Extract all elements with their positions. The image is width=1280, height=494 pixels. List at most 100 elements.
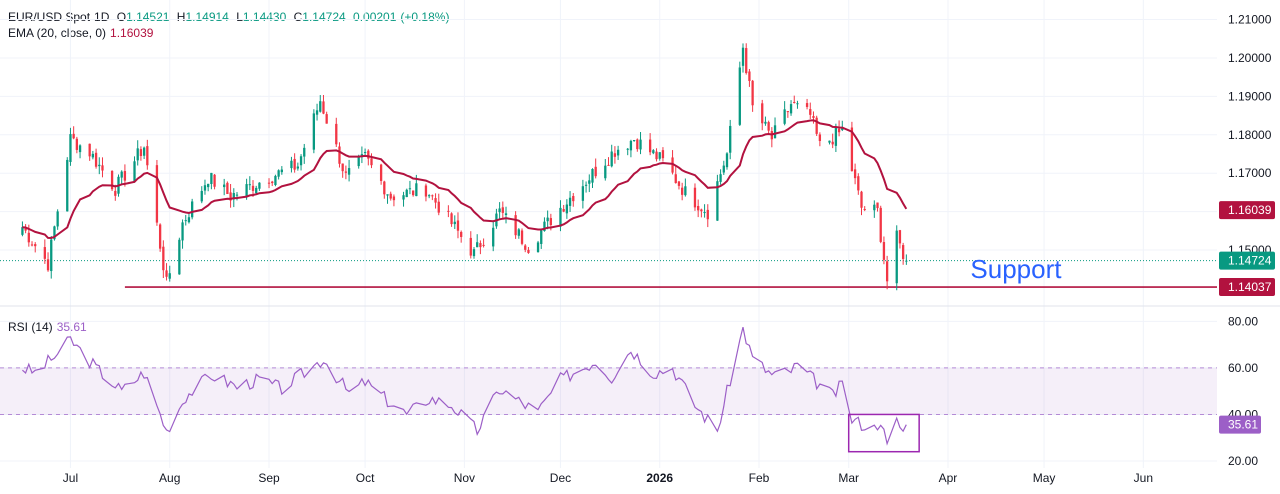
candle-body xyxy=(315,110,319,115)
candle-body xyxy=(191,201,194,218)
candle-body xyxy=(741,47,745,66)
candle-body xyxy=(72,133,75,139)
candle-body xyxy=(114,190,117,196)
candle-body xyxy=(203,185,207,191)
candle-body xyxy=(831,141,834,145)
candle-body xyxy=(492,227,495,247)
rsi-tick-label: 20.00 xyxy=(1228,454,1258,468)
candle-body xyxy=(383,181,386,195)
candle-body xyxy=(501,207,504,213)
candle-body xyxy=(415,183,418,197)
candle-body xyxy=(815,117,818,134)
candle-body xyxy=(271,181,274,184)
low-label: L xyxy=(236,10,243,24)
candle-body xyxy=(290,160,293,169)
change-value: 0.00201 xyxy=(353,10,397,24)
candle-body xyxy=(658,152,661,159)
candle-body xyxy=(520,230,524,244)
candle-body xyxy=(863,209,866,211)
candle-body xyxy=(251,185,255,191)
candle-body xyxy=(901,245,905,259)
price-tick-label: 1.21000 xyxy=(1228,13,1272,27)
candle-body xyxy=(447,210,450,212)
candle-body xyxy=(472,249,476,257)
candle-body xyxy=(697,205,700,211)
ema-label: EMA (20, close, 0) xyxy=(8,26,107,40)
candle-body xyxy=(789,104,793,114)
candle-body xyxy=(536,242,540,253)
candle-body xyxy=(120,171,123,178)
candle-body xyxy=(568,197,572,206)
support-annotation: Support xyxy=(970,254,1062,284)
time-tick-label: Aug xyxy=(159,471,180,485)
rsi-label: RSI (14) xyxy=(8,320,53,334)
candle-body xyxy=(879,207,882,242)
rsi-tick-label: 80.00 xyxy=(1228,314,1258,328)
candle-body xyxy=(142,147,146,156)
time-tick-label: Dec xyxy=(550,471,571,485)
price-tick-label: 1.19000 xyxy=(1228,89,1272,103)
candle-body xyxy=(389,193,392,199)
candle-body xyxy=(549,218,553,226)
candle-body xyxy=(165,270,168,277)
candle-body xyxy=(885,261,889,282)
candle-body xyxy=(895,230,898,284)
candle-body xyxy=(796,103,799,105)
change-percent: (+0.18%) xyxy=(400,10,450,24)
candle-body xyxy=(681,187,684,195)
candle-body xyxy=(408,188,412,190)
candle-body xyxy=(427,195,431,197)
candle-body xyxy=(367,150,370,159)
price-tick-label: 1.18000 xyxy=(1228,128,1272,142)
candle-body xyxy=(453,221,456,225)
candle-body xyxy=(424,185,428,197)
candle-body xyxy=(27,232,30,243)
candle-body xyxy=(226,182,229,194)
candle-body xyxy=(873,204,876,211)
candle-body xyxy=(200,190,203,202)
candle-body xyxy=(46,259,50,271)
candle-body xyxy=(267,182,271,184)
candle-body xyxy=(562,209,565,212)
rsi-legend: RSI (14) 35.61 xyxy=(8,320,91,334)
candle-body xyxy=(517,229,520,236)
candle-body xyxy=(524,245,527,250)
candle-body xyxy=(469,237,472,256)
candle-body xyxy=(325,114,328,124)
time-tick-label: Oct xyxy=(356,471,375,485)
candle-body xyxy=(88,143,91,157)
candle-body xyxy=(338,146,341,164)
candle-body xyxy=(34,244,37,247)
candle-body xyxy=(722,165,725,173)
candle-body xyxy=(434,198,437,203)
candle-body xyxy=(229,192,232,201)
candle-body xyxy=(767,122,770,131)
time-tick-label: 2026 xyxy=(646,471,673,485)
candle-body xyxy=(604,165,607,179)
price-legend: EUR/USD Spot 1D O1.14521 H1.14914 L1.1443… xyxy=(8,10,453,24)
candle-body xyxy=(504,213,508,215)
candle-body xyxy=(661,150,665,159)
candle-body xyxy=(21,227,24,235)
candle-body xyxy=(818,134,822,141)
time-tick-label: Jul xyxy=(63,471,78,485)
candle-body xyxy=(24,228,27,231)
candle-body xyxy=(719,174,722,182)
candle-body xyxy=(543,221,546,232)
candle-body xyxy=(581,186,585,201)
time-tick-label: Mar xyxy=(838,471,859,485)
candle-body xyxy=(347,168,351,175)
candle-body xyxy=(828,140,831,143)
candle-body xyxy=(66,159,69,212)
candle-body xyxy=(876,202,879,209)
time-tick-label: Jun xyxy=(1134,471,1153,485)
candle-body xyxy=(476,242,479,248)
candle-body xyxy=(898,230,902,244)
candle-body xyxy=(905,260,908,262)
candle-body xyxy=(91,153,95,158)
time-tick-label: Feb xyxy=(749,471,770,485)
candle-body xyxy=(181,222,184,241)
time-tick-label: Apr xyxy=(939,471,958,485)
candle-body xyxy=(136,148,139,161)
